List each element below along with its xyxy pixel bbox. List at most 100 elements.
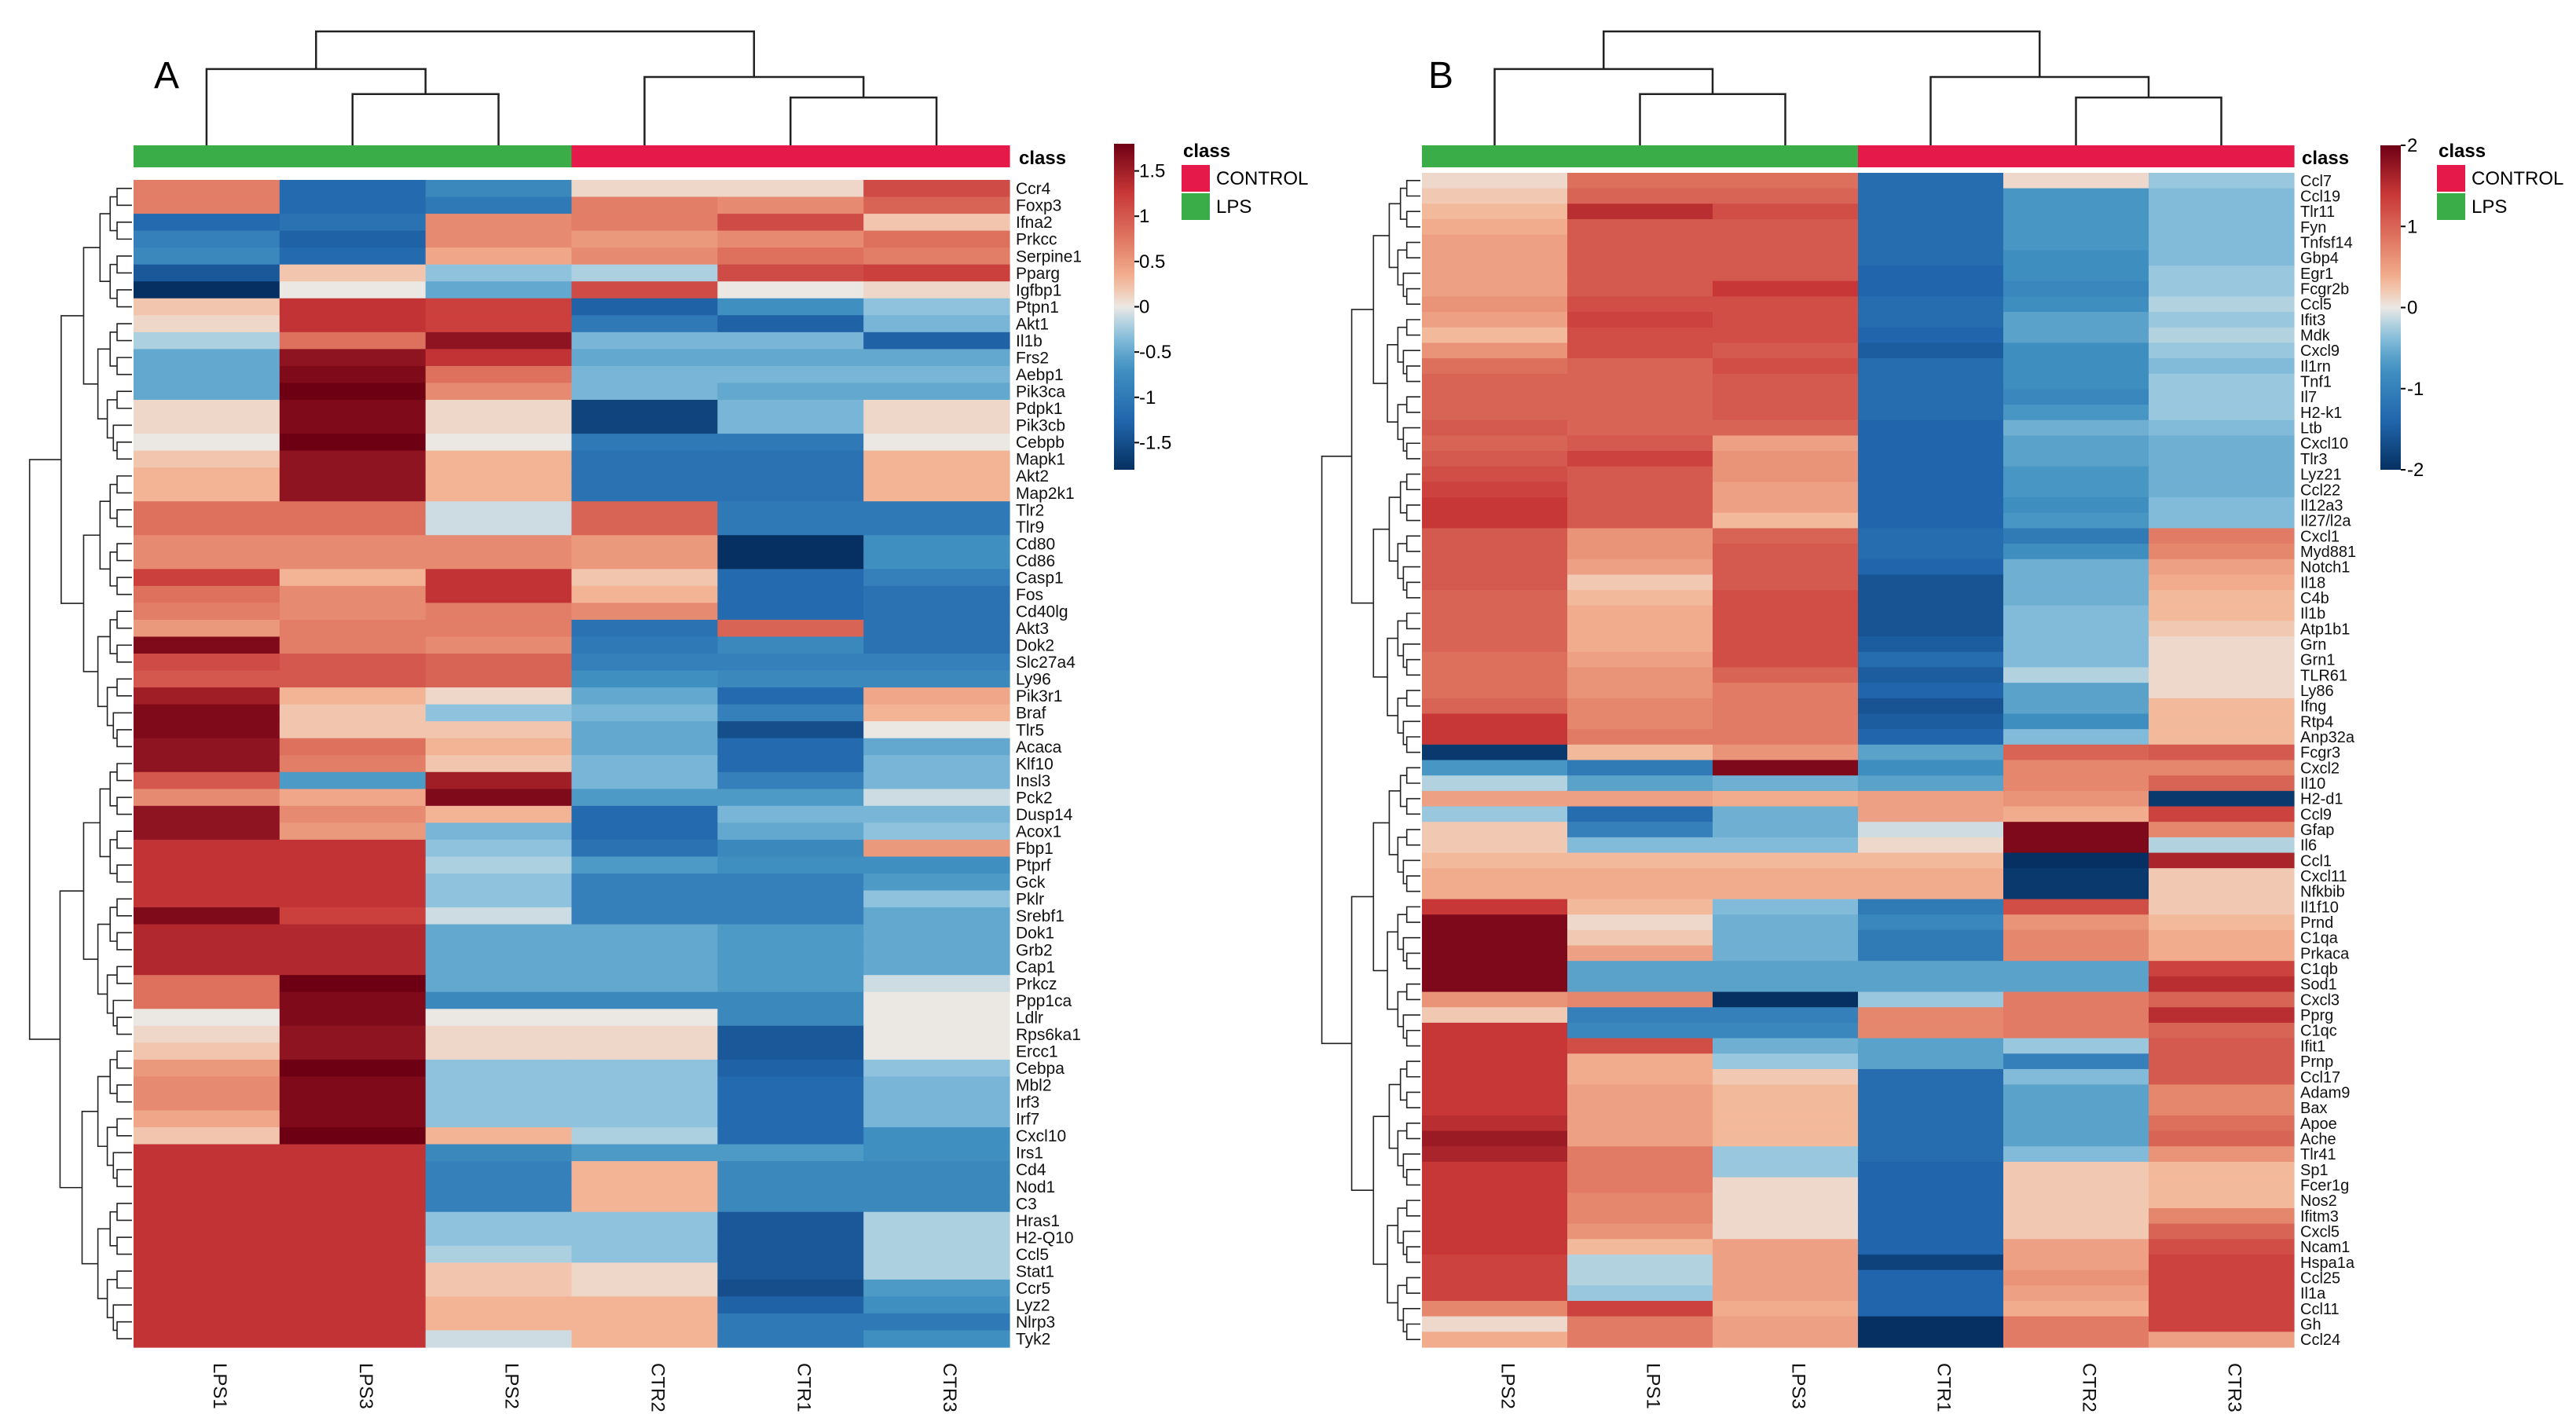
row-label: Mdk (2300, 328, 2331, 345)
row-label: Pklr (1016, 891, 1044, 909)
heatmap-cell (425, 603, 573, 621)
heatmap-cell (425, 180, 573, 198)
heatmap-cell (1422, 327, 1568, 343)
heatmap-cell (1713, 590, 1859, 606)
heatmap-cell (2149, 466, 2295, 483)
heatmap-cell (571, 535, 718, 553)
heatmap-cell (863, 873, 1010, 892)
heatmap-cell (1567, 1038, 1713, 1054)
heatmap-cell (863, 805, 1010, 823)
heatmap-cell (717, 1279, 864, 1297)
heatmap-cell (134, 670, 280, 688)
heatmap-cell (1567, 636, 1713, 653)
row-label: Ercc1 (1016, 1042, 1058, 1061)
heatmap-cell (571, 738, 718, 756)
heatmap-cell (863, 1313, 1010, 1332)
heatmap-cell (571, 839, 718, 858)
row-label: Atp1b1 (2300, 621, 2350, 638)
heatmap-cell (425, 1093, 573, 1112)
heatmap-cell (1858, 1332, 2004, 1348)
heatmap-cell (1713, 1239, 1859, 1255)
heatmap-cell (1858, 312, 2004, 328)
heatmap-cell (571, 1076, 718, 1094)
row-label: Akt2 (1016, 467, 1049, 485)
heatmap-cell (2003, 1068, 2149, 1086)
heatmap-cell (1422, 1239, 1568, 1255)
heatmap-cell (1713, 991, 1859, 1008)
dendrogram-branch (106, 1126, 118, 1167)
heatmap-cell (1713, 343, 1859, 359)
heatmap-cell (1422, 343, 1568, 359)
heatmap-cell (1713, 188, 1859, 204)
heatmap-cell (1422, 667, 1568, 683)
heatmap-cell (2003, 667, 2149, 683)
heatmap-cell (2003, 1223, 2149, 1240)
heatmap-cell (279, 450, 427, 468)
row-label: Cd86 (1016, 552, 1055, 570)
heatmap-cell (134, 636, 280, 654)
heatmap-cell (2149, 1269, 2295, 1286)
heatmap-cell (134, 1110, 280, 1128)
heatmap-cell (1858, 559, 2004, 576)
heatmap-cell (717, 467, 864, 485)
heatmap-cell (571, 484, 718, 502)
heatmap-cell (425, 654, 573, 672)
heatmap-cell (1567, 1084, 1713, 1101)
column-labels: LPS2 LPS1 LPS3 CTR1 CTR2 CTR3 (1497, 1363, 2245, 1412)
heatmap-cell (571, 805, 718, 823)
heatmap-cell (1858, 713, 2004, 730)
heatmap-cell (2003, 1115, 2149, 1132)
heatmap-cell (425, 738, 573, 756)
dendrogram-branch (1405, 1122, 1420, 1140)
dendrogram-branch (1405, 736, 1420, 753)
heatmap-cell (279, 738, 427, 756)
heatmap-cell (1713, 929, 1859, 947)
heatmap-cell (1567, 405, 1713, 421)
heatmap-cell (279, 822, 427, 841)
heatmap-cell (1713, 1146, 1859, 1163)
heatmap-cell (2149, 806, 2295, 822)
heatmap-cell (1713, 806, 1859, 822)
heatmap-cell (1567, 250, 1713, 266)
heatmap-cell (2003, 1207, 2149, 1225)
heatmap-cell (1713, 961, 1859, 977)
heatmap-cell (2149, 1177, 2295, 1193)
heatmap-cell (134, 281, 280, 299)
heatmap-cell (279, 1144, 427, 1162)
heatmap-cell (1422, 358, 1568, 375)
heatmap-cell (717, 738, 864, 756)
dendrogram-branch (1405, 658, 1420, 676)
color-scale-tick-label: 1 (1139, 206, 1149, 227)
heatmap-cell (571, 873, 718, 892)
heatmap-cell (863, 298, 1010, 316)
heatmap-cell (2003, 683, 2149, 699)
dendrogram-branch (1405, 1168, 1420, 1186)
heatmap-cell (279, 1161, 427, 1179)
row-label: Myd881 (2300, 544, 2356, 561)
heatmap-cell (1858, 544, 2004, 560)
heatmap-cell (134, 1279, 280, 1297)
heatmap-cell (571, 670, 718, 688)
heatmap-cell (279, 1229, 427, 1247)
row-label: Lyz2 (1016, 1297, 1050, 1315)
heatmap-cell (863, 281, 1010, 299)
heatmap-cell (425, 416, 573, 434)
heatmap-cells (134, 180, 1010, 1348)
heatmap-cell (1422, 713, 1568, 730)
color-scale-tick-label: 2 (2407, 135, 2417, 156)
heatmap-cell (425, 924, 573, 942)
heatmap-cell (863, 1296, 1010, 1314)
heatmap-cell (717, 1059, 864, 1078)
heatmap-cell (425, 1245, 573, 1263)
heatmap-cell (1858, 219, 2004, 236)
row-label: Ache (2300, 1130, 2336, 1148)
dendrogram-branch (116, 965, 132, 984)
heatmap-cell (2003, 822, 2149, 838)
row-label: Cap1 (1016, 958, 1055, 976)
heatmap-cell (425, 839, 573, 858)
heatmap-cell (1567, 559, 1713, 576)
heatmap-cell (717, 1211, 864, 1229)
heatmap-cell (1567, 1223, 1713, 1240)
row-label: Apoe (2300, 1115, 2337, 1133)
heatmap-cell (717, 1161, 864, 1179)
